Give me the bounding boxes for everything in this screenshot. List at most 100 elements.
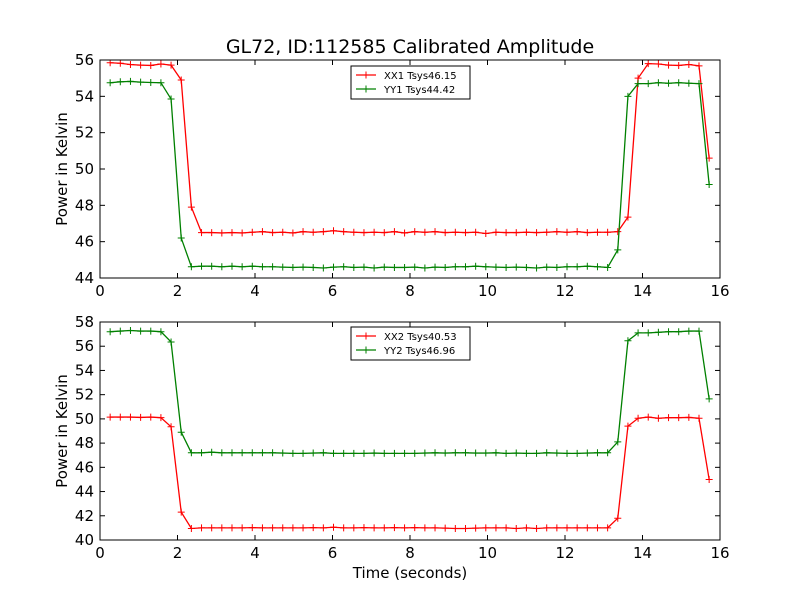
data-point-yy1 — [157, 79, 165, 87]
data-point-yy1 — [350, 263, 358, 271]
data-point-yy1 — [147, 79, 155, 87]
y-axis-label: Power in Kelvin — [53, 374, 71, 488]
data-point-yy1 — [228, 262, 236, 270]
data-point-yy1 — [116, 78, 124, 86]
data-point-xx1 — [137, 61, 145, 69]
data-point-yy1 — [106, 79, 114, 87]
data-point-yy1 — [685, 79, 693, 87]
data-point-yy2 — [330, 449, 338, 457]
data-point-xx1 — [614, 228, 622, 236]
data-point-yy2 — [705, 395, 713, 403]
data-point-yy2 — [675, 328, 683, 336]
data-point-yy2 — [309, 449, 317, 457]
data-point-yy2 — [644, 329, 652, 337]
y-tick-label: 44 — [75, 483, 94, 501]
data-point-xx2 — [543, 524, 551, 532]
data-point-xx2 — [563, 524, 571, 532]
data-point-xx1 — [685, 61, 693, 69]
data-point-xx2 — [624, 422, 632, 430]
data-point-yy2 — [177, 428, 185, 436]
data-point-xx1 — [472, 228, 480, 236]
y-tick-label: 48 — [75, 196, 94, 214]
data-point-yy1 — [299, 263, 307, 271]
data-point-xx2 — [604, 524, 612, 532]
data-point-yy2 — [543, 449, 551, 457]
data-point-yy2 — [370, 449, 378, 457]
legend-marker-xx2 — [362, 332, 370, 340]
data-point-xx2 — [492, 524, 500, 532]
data-point-xx2 — [380, 524, 388, 532]
data-point-xx2 — [167, 423, 175, 431]
data-point-xx1 — [654, 60, 662, 68]
x-tick-label: 12 — [555, 282, 574, 300]
data-point-yy2 — [147, 327, 155, 335]
data-point-yy1 — [360, 263, 368, 271]
y-tick-label: 52 — [75, 124, 94, 142]
data-point-yy1 — [482, 263, 490, 271]
data-point-xx2 — [451, 524, 459, 532]
data-point-xx2 — [512, 524, 520, 532]
data-point-xx1 — [644, 60, 652, 68]
data-point-xx1 — [461, 229, 469, 237]
data-point-yy2 — [401, 449, 409, 457]
data-point-yy2 — [269, 449, 277, 457]
data-point-yy2 — [634, 329, 642, 337]
x-tick-label: 8 — [405, 544, 415, 562]
data-point-yy2 — [431, 449, 439, 457]
data-point-xx1 — [482, 229, 490, 237]
data-point-xx2 — [685, 413, 693, 421]
data-point-yy1 — [573, 263, 581, 271]
x-tick-label: 14 — [633, 544, 652, 562]
data-point-xx1 — [218, 229, 226, 237]
data-point-xx2 — [238, 524, 246, 532]
data-point-yy2 — [482, 449, 490, 457]
chart-title: GL72, ID:112585 Calibrated Amplitude — [226, 36, 594, 58]
data-point-yy2 — [461, 449, 469, 457]
data-point-yy2 — [654, 328, 662, 336]
y-tick-label: 44 — [75, 269, 94, 287]
data-point-xx2 — [309, 524, 317, 532]
data-point-yy2 — [289, 449, 297, 457]
data-point-yy1 — [309, 263, 317, 271]
data-point-yy1 — [167, 95, 175, 103]
data-point-xx1 — [350, 228, 358, 236]
y-tick-label: 56 — [75, 337, 94, 355]
data-point-xx1 — [563, 228, 571, 236]
data-point-yy2 — [573, 449, 581, 457]
x-tick-label: 16 — [710, 544, 729, 562]
legend-box — [350, 326, 471, 361]
data-point-xx1 — [502, 229, 510, 237]
data-point-xx2 — [279, 524, 287, 532]
data-point-xx2 — [187, 524, 195, 532]
data-point-xx2 — [401, 524, 409, 532]
data-point-yy1 — [177, 234, 185, 242]
data-point-yy2 — [533, 449, 541, 457]
data-point-xx1 — [441, 229, 449, 237]
data-point-xx1 — [208, 229, 216, 237]
series-group — [106, 60, 713, 272]
data-point-yy1 — [543, 263, 551, 271]
x-tick-label: 4 — [250, 282, 260, 300]
data-point-xx1 — [553, 228, 561, 236]
data-point-yy2 — [685, 327, 693, 335]
data-point-yy1 — [563, 263, 571, 271]
data-point-yy1 — [461, 263, 469, 271]
data-point-xx1 — [228, 229, 236, 237]
data-point-xx2 — [421, 524, 429, 532]
data-point-xx1 — [675, 61, 683, 69]
data-point-yy2 — [228, 449, 236, 457]
data-point-xx2 — [461, 524, 469, 532]
data-point-xx1 — [258, 228, 266, 236]
data-point-yy2 — [451, 449, 459, 457]
data-point-yy1 — [187, 263, 195, 271]
data-point-xx1 — [695, 62, 703, 70]
data-point-yy1 — [330, 263, 338, 271]
data-point-yy1 — [319, 264, 327, 272]
data-point-xx2 — [137, 413, 145, 421]
data-point-yy2 — [421, 449, 429, 457]
data-point-yy1 — [269, 263, 277, 271]
data-point-yy1 — [289, 263, 297, 271]
x-tick-label: 2 — [173, 282, 183, 300]
data-point-xx2 — [208, 524, 216, 532]
